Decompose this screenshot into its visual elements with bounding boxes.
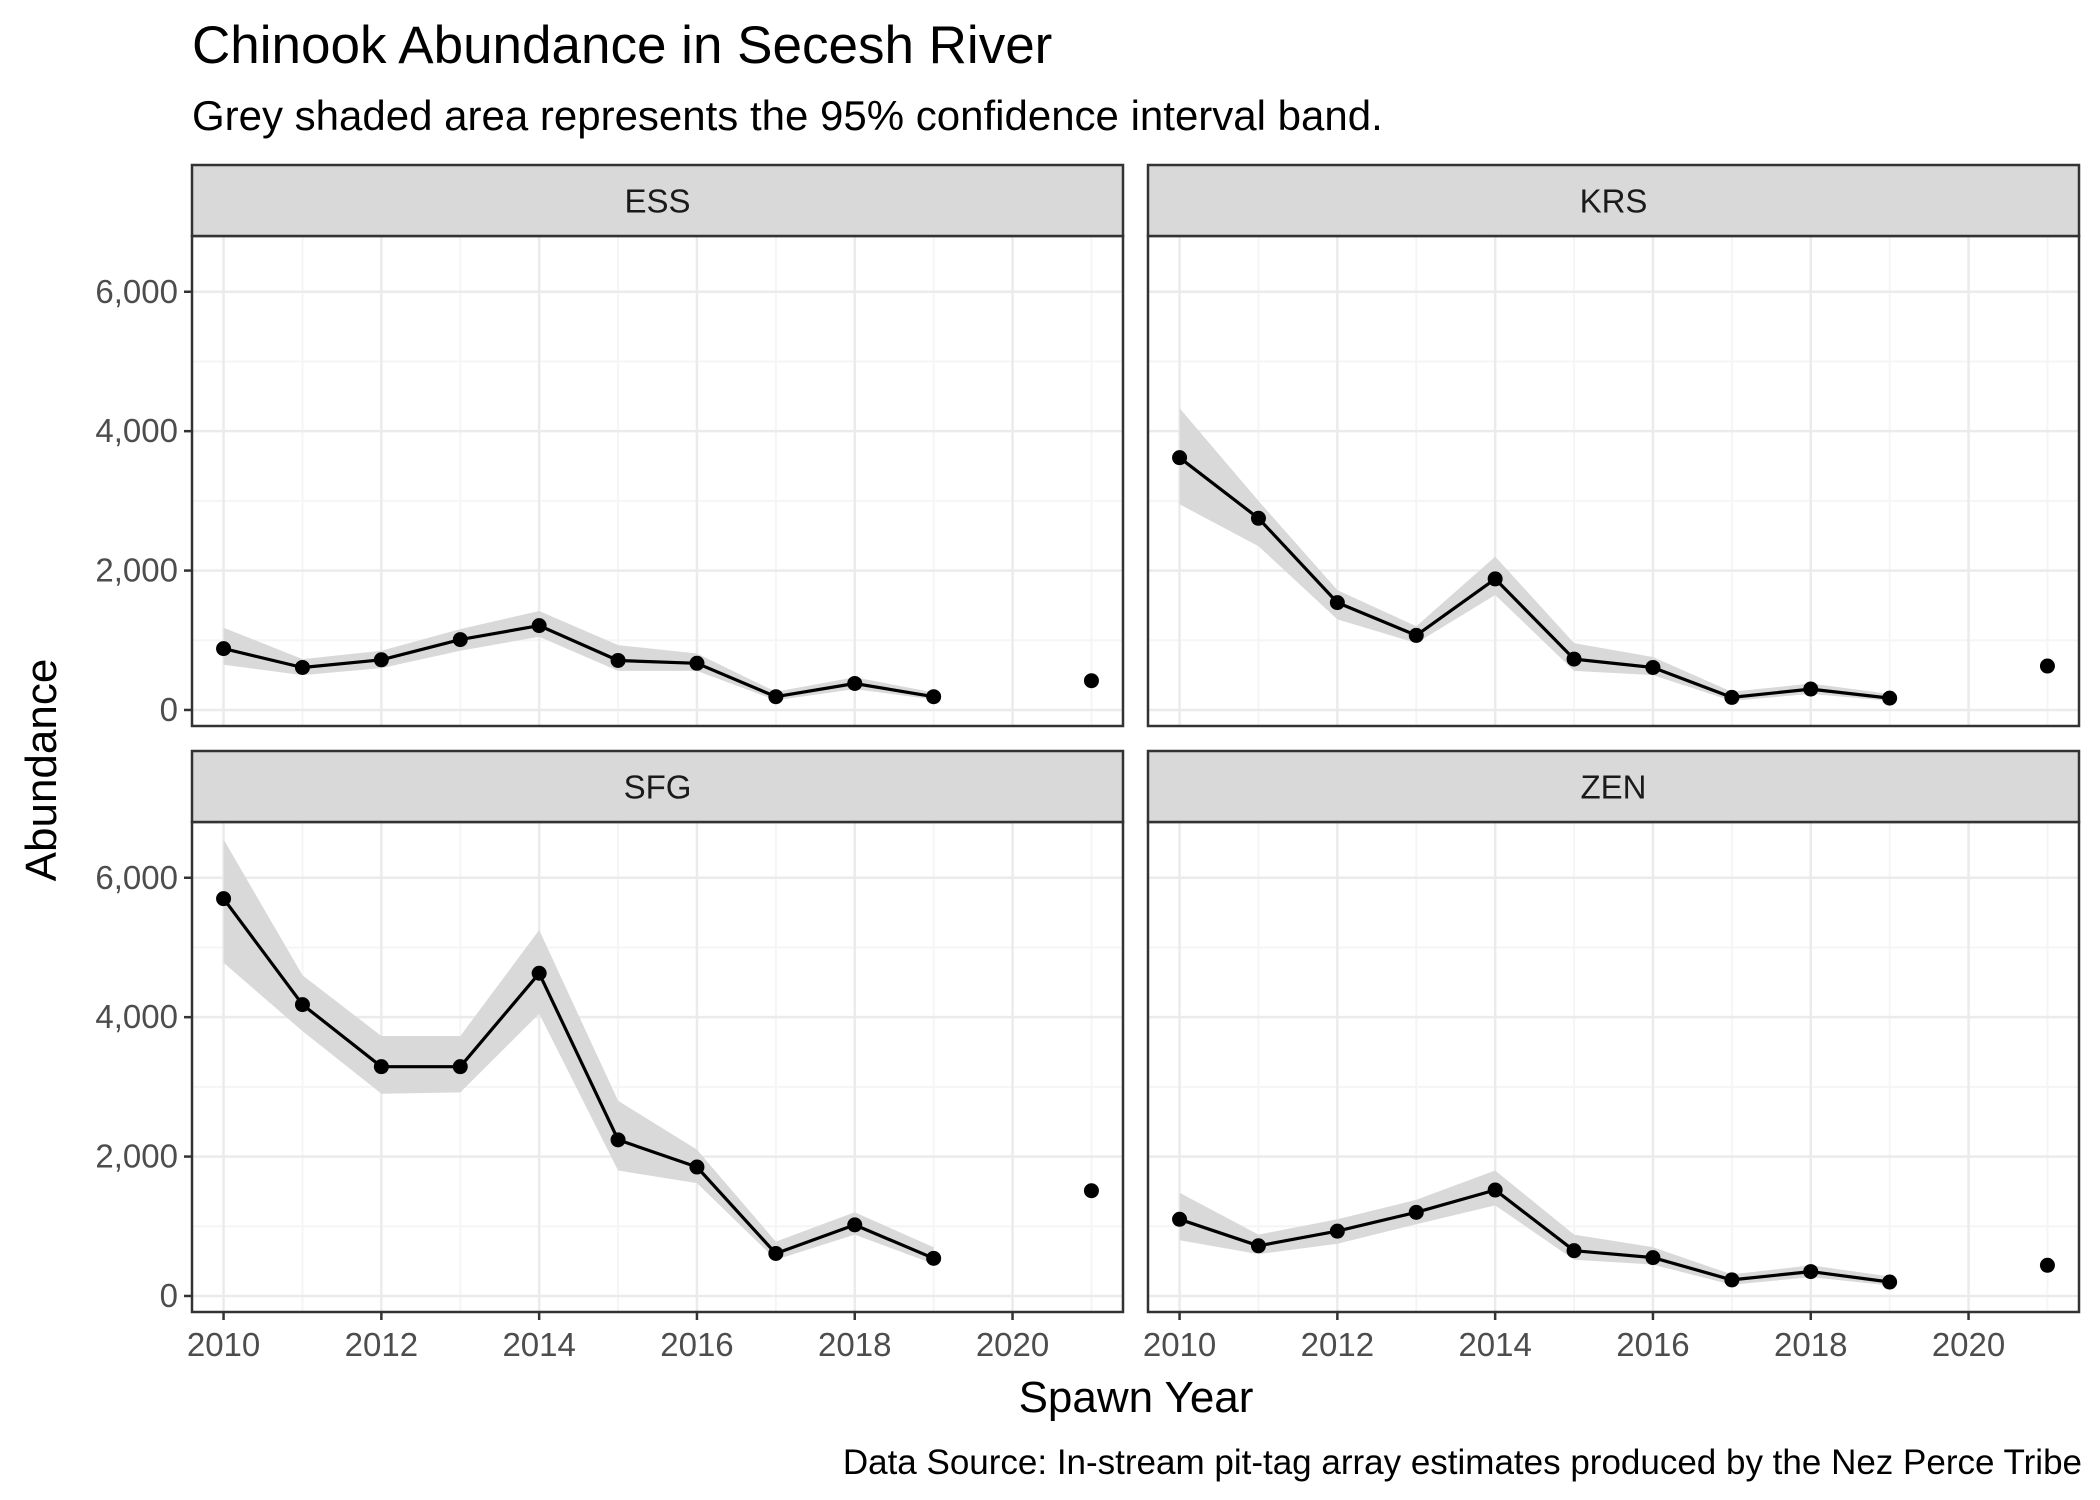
x-axis-title: Spawn Year <box>1019 1373 1254 1422</box>
facet-strip <box>190 749 1125 824</box>
x-tick-label: 2018 <box>818 1326 891 1363</box>
data-point <box>2039 1257 2055 1273</box>
data-point <box>1083 673 1099 689</box>
data-point <box>1172 1211 1188 1227</box>
panel-krs: KRS <box>1146 163 2081 728</box>
data-point <box>1882 1274 1898 1290</box>
data-point <box>610 652 626 668</box>
data-point <box>1250 510 1266 526</box>
y-tick-label: 2,000 <box>95 552 178 589</box>
data-point <box>452 632 468 648</box>
chart-title: Chinook Abundance in Secesh River <box>192 16 1052 75</box>
data-point <box>1408 1204 1424 1220</box>
data-point <box>926 689 942 705</box>
data-point <box>216 891 232 907</box>
y-axis-title: Abundance <box>17 659 66 882</box>
data-point <box>294 659 310 675</box>
x-tick-label: 2012 <box>1301 1326 1374 1363</box>
facet-strip-label: KRS <box>1580 183 1648 220</box>
x-tick-label: 2016 <box>660 1326 733 1363</box>
x-tick-label: 2012 <box>345 1326 418 1363</box>
data-point <box>1566 651 1582 667</box>
series-line <box>1179 1188 1890 1284</box>
data-point <box>1645 1250 1661 1266</box>
confidence-band <box>223 611 934 701</box>
confidence-band <box>1179 1170 1890 1286</box>
panel-background <box>1148 236 2079 726</box>
data-point <box>1724 1272 1740 1288</box>
data-point <box>373 1059 389 1075</box>
data-point <box>452 1059 468 1075</box>
series-line <box>222 897 935 1260</box>
data-point <box>1566 1243 1582 1259</box>
panel-zen: ZEN 2010 2012 2014 2016 2018 2020 <box>1143 749 2081 1363</box>
y-tick-label: 6,000 <box>95 273 178 310</box>
panel-background <box>192 236 1123 726</box>
chart-subtitle: Grey shaded area represents the 95% conf… <box>192 92 1383 139</box>
y-tick-label: 0 <box>160 691 178 728</box>
x-tick-label: 2014 <box>502 1326 575 1363</box>
facet-panels: ESS 0 2,000 4,000 6,000 KRS SFG 0 2,000 4,000 6,00… <box>95 163 2081 1363</box>
series-line <box>1178 456 1890 700</box>
y-tick-label: 4,000 <box>95 998 178 1035</box>
facet-strip-label: SFG <box>624 769 692 806</box>
data-point <box>1487 1182 1503 1198</box>
y-tick-label: 4,000 <box>95 412 178 449</box>
x-tick-label: 2010 <box>187 1326 260 1363</box>
facet-strip <box>1146 749 2081 824</box>
data-source-caption: Data Source: In-stream pit-tag array est… <box>843 1443 2082 1482</box>
x-tick-label: 2018 <box>1774 1326 1847 1363</box>
x-tick-label: 2010 <box>1143 1326 1216 1363</box>
series-line <box>223 623 934 699</box>
data-point <box>926 1250 942 1266</box>
data-point <box>1803 681 1819 697</box>
data-point <box>1882 690 1898 706</box>
data-point <box>1329 595 1345 611</box>
data-point <box>1724 689 1740 705</box>
data-point <box>768 1245 784 1261</box>
data-point <box>1803 1264 1819 1280</box>
data-point <box>689 1159 705 1175</box>
data-point <box>847 1217 863 1233</box>
data-point <box>1250 1238 1266 1254</box>
data-point <box>2039 658 2055 674</box>
data-point <box>531 965 547 981</box>
panel-sfg: SFG 0 2,000 4,000 6,000 2010 2012 2014 2016 2018 2… <box>95 749 1125 1363</box>
data-point <box>768 689 784 705</box>
data-point <box>689 655 705 671</box>
panel-background <box>192 822 1123 1312</box>
y-tick-label: 0 <box>160 1277 178 1314</box>
data-point <box>1329 1223 1345 1239</box>
data-point <box>294 997 310 1013</box>
data-point <box>1487 571 1503 587</box>
data-point <box>847 675 863 691</box>
data-point <box>610 1132 626 1148</box>
data-point <box>1083 1183 1099 1199</box>
data-point <box>1645 659 1661 675</box>
x-tick-label: 2020 <box>1932 1326 2005 1363</box>
data-point <box>531 618 547 634</box>
facet-strip-label: ZEN <box>1581 769 1647 806</box>
confidence-band <box>223 839 934 1264</box>
x-tick-label: 2020 <box>976 1326 1049 1363</box>
x-tick-label: 2014 <box>1458 1326 1531 1363</box>
y-tick-label: 6,000 <box>95 859 178 896</box>
panel-ess: ESS 0 2,000 4,000 6,000 <box>95 163 1125 728</box>
data-point <box>373 652 389 668</box>
facet-strip <box>190 163 1125 238</box>
y-tick-label: 2,000 <box>95 1138 178 1175</box>
facet-strip-label: ESS <box>624 183 690 220</box>
data-point <box>1172 450 1188 466</box>
data-point <box>216 641 232 657</box>
x-tick-label: 2016 <box>1616 1326 1689 1363</box>
data-point <box>1408 627 1424 643</box>
facet-strip <box>1146 163 2081 238</box>
